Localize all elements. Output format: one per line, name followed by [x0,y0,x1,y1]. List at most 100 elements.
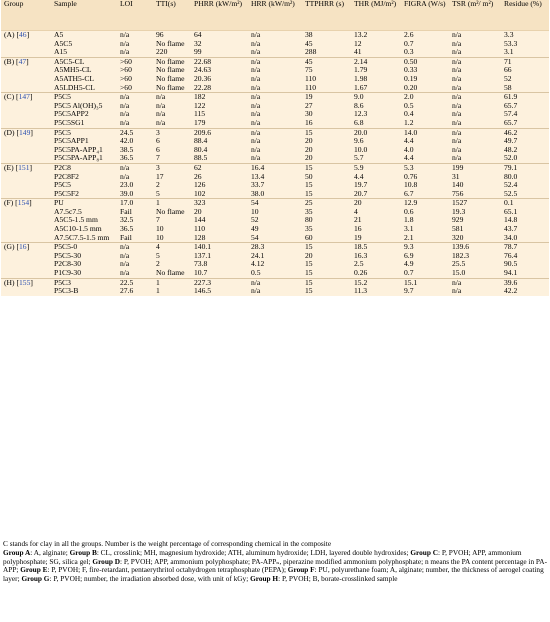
table-cell: 39.0 [120,189,134,198]
table-cell: 4 [153,242,191,252]
table-cell: 6 [156,137,160,146]
table-cell: 9.6 [354,137,364,146]
table-cell: 3.3 [501,29,549,40]
table-cell: n/a [449,127,501,138]
table-cell: 0.7 [404,269,414,278]
table-row: P5C5PA-APP₄1 38.5 6 80.4 n/a 20 10.0 4.0 n/a 48.2 [1,145,549,155]
table-cell: n/a [120,101,130,110]
table-cell: 15.0 [452,269,466,278]
table-cell: 0.5 [404,101,414,110]
table-cell: 31 [452,172,460,181]
table-cell: 126 [194,181,206,190]
table-cell: 2.1 [404,233,414,242]
reference-link[interactable]: 155 [18,278,31,287]
reference-link[interactable]: 147 [18,92,30,102]
table-row: (C) [147] P5C5 n/a n/a 182 n/a 19 9.0 2.0 n/a 61.9 [1,92,549,129]
table-cell: 96 [153,29,191,40]
table-cell: 2.5 [354,260,364,269]
table-cell: >60 [120,74,132,83]
table-cell: 20.7 [354,189,368,198]
reference-link[interactable]: 149 [18,128,31,137]
table-cell: 146.5 [194,287,212,296]
table-cell: 32.5 [120,216,134,225]
table-cell: 20 [194,207,202,216]
table-cell: 26 [194,172,202,181]
table-cell: n/a [449,92,501,102]
footnote-text: : P, PVOH; number, the irradiation absor… [49,574,251,584]
table-cell: 45 [302,56,351,67]
table-cell: 52 [504,74,512,83]
table-cell: 4 [354,207,358,216]
table-cell: 756 [452,189,464,198]
table-row: P2C8-30 n/a 2 73.8 4.12 15 2.5 4.9 25.5 90.5 [1,260,549,270]
table-cell: 38.0 [251,189,265,198]
table-cell: 140 [452,181,464,190]
table-cell: n/a [452,110,462,119]
table-cell: n/a [251,66,261,75]
table-cell: 0.7 [404,39,414,48]
table-cell: 25.5 [452,260,466,269]
table-cell: 46.2 [501,127,549,138]
footnote-text: : P, PVOH; B, borate-crosslinked sample [278,574,398,584]
table-cell: 38 [302,29,351,40]
table-row: A5C10-1.5 mm 36.5 10 110 49 35 16 3.1 581 43.7 [1,225,549,234]
table-cell: P2C8 [51,162,117,173]
table-cell: 21 [354,216,362,225]
table-row: P5C5APP2 n/a n/a 115 n/a 30 12.3 0.4 n/a 57.4 [1,110,549,119]
table-cell: 20 [351,198,401,208]
table-cell: n/a [251,74,261,83]
table-cell: P5C5 Al(OH)₃5 [54,101,103,110]
table-row: A7.5c7.5 Fail No flame 20 10 35 4 0.6 19.3 65.1 [1,207,549,217]
table-cell: n/a [449,277,501,288]
table-cell: 71 [501,56,549,67]
footnote-text: : PU, polyurethane foam; A, alginate; nu… [3,565,544,584]
table-cell: 7 [156,216,160,225]
reference-link[interactable]: 46 [18,30,27,39]
table-cell: P5C3-B [54,287,79,296]
table-cell: 15 [305,287,313,296]
group-label: (D) [149] [1,127,51,164]
table-cell: 34.0 [504,233,518,242]
footnote-group-label: Group D [92,556,121,566]
table-cell: n/a [251,154,261,163]
table-cell: >60 [117,56,153,67]
table-cell: 220 [156,48,168,57]
reference-link[interactable]: 154 [17,198,30,208]
reference-link[interactable]: 151 [18,163,30,172]
table-cell: 20 [305,145,313,154]
table-cell: 288 [305,48,317,57]
table-cell: 15 [305,181,313,190]
table-cell: 15 [302,277,351,288]
table-cell: 36.5 [120,154,134,163]
table-cell: 57.4 [504,110,518,119]
table-cell: 16.3 [354,251,368,260]
table-cell: No flame [156,269,185,278]
footnote-group-label: Group A [3,547,31,557]
table-cell: 42.0 [120,137,134,146]
table-cell: 65.7 [504,118,518,127]
table-cell: 5.9 [351,162,401,173]
table-cell: n/a [251,39,261,48]
table-cell: 38.5 [120,145,134,154]
table-cell: 128 [194,233,206,242]
table-cell: 7 [156,154,160,163]
table-cell: No flame [153,56,191,67]
column-header: Residue (%) [501,0,549,31]
table-cell: A5ATH5-CL [54,74,95,83]
table-cell: 13.2 [351,29,401,40]
table-cell: 323 [191,198,248,208]
reference-link[interactable]: 16 [18,242,27,252]
table-cell: n/a [248,56,302,67]
table-cell: 4.12 [251,260,265,269]
table-row: (E) [151] P2C8 n/a 3 62 16.4 15 5.9 5.3 199 79.1 [1,162,549,199]
table-cell: 6.8 [354,118,364,127]
table-cell: 122 [194,101,206,110]
table-cell: n/a [117,92,153,102]
reference-link[interactable]: 47 [18,57,27,66]
footnote-text: C stands for clay in all the groups. Num… [3,539,332,548]
table-cell: n/a [248,277,302,288]
table-cell: 110 [194,225,206,234]
table-cell: 19.7 [354,181,368,190]
table-cell: >60 [120,83,132,92]
table-cell: 9.7 [404,287,414,296]
